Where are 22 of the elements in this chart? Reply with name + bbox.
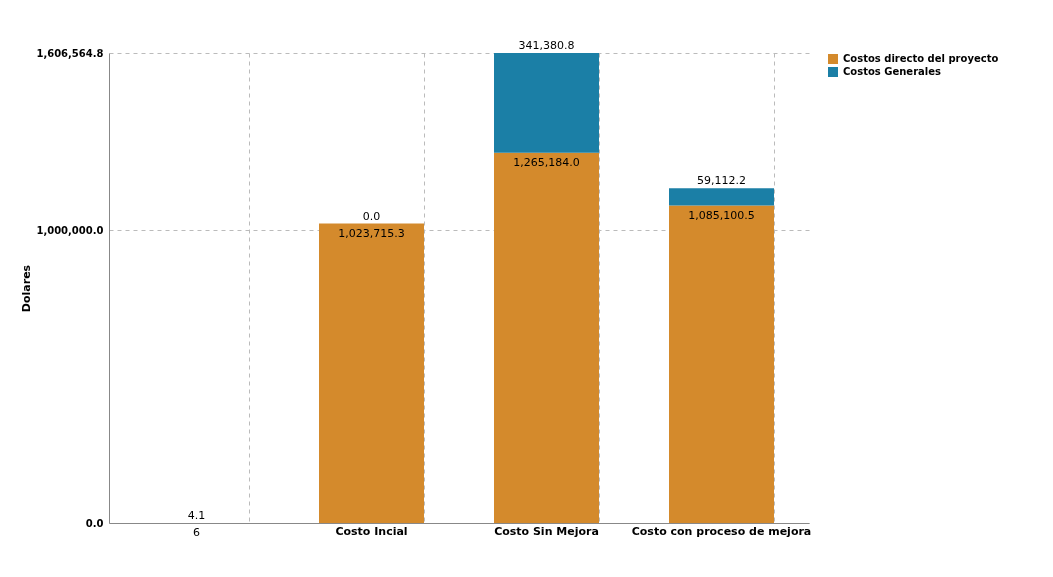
y-tick-label: 1,000,000.0	[36, 224, 104, 236]
x-tick-label: Costo con proceso de mejora	[631, 524, 812, 538]
data-label: 1,085,100.5	[688, 208, 755, 222]
data-label: 4.1	[187, 509, 206, 522]
data-label: 59,112.2	[697, 174, 746, 188]
legend-label: Costos directo del proyecto	[843, 53, 999, 64]
bar	[494, 53, 599, 153]
bar	[669, 188, 774, 206]
x-tick-label: Costo Incial	[335, 524, 408, 538]
y-tick-label: 0.0	[85, 517, 104, 529]
data-label: 341,380.8	[518, 39, 575, 52]
bar	[494, 152, 599, 523]
legend-label: Costos Generales	[843, 66, 942, 77]
y-tick-label: 1,606,564.8	[36, 47, 104, 59]
x-tick-label: Costo Sin Mejora	[494, 524, 599, 538]
data-label: 1,023,715.3	[338, 226, 405, 240]
bar	[669, 205, 774, 523]
data-label: 6	[193, 526, 200, 539]
data-label: 1,265,184.0	[513, 155, 580, 169]
y-axis-title: Dolares	[20, 264, 34, 313]
data-label: 0.0	[362, 209, 381, 223]
bar	[319, 223, 424, 523]
